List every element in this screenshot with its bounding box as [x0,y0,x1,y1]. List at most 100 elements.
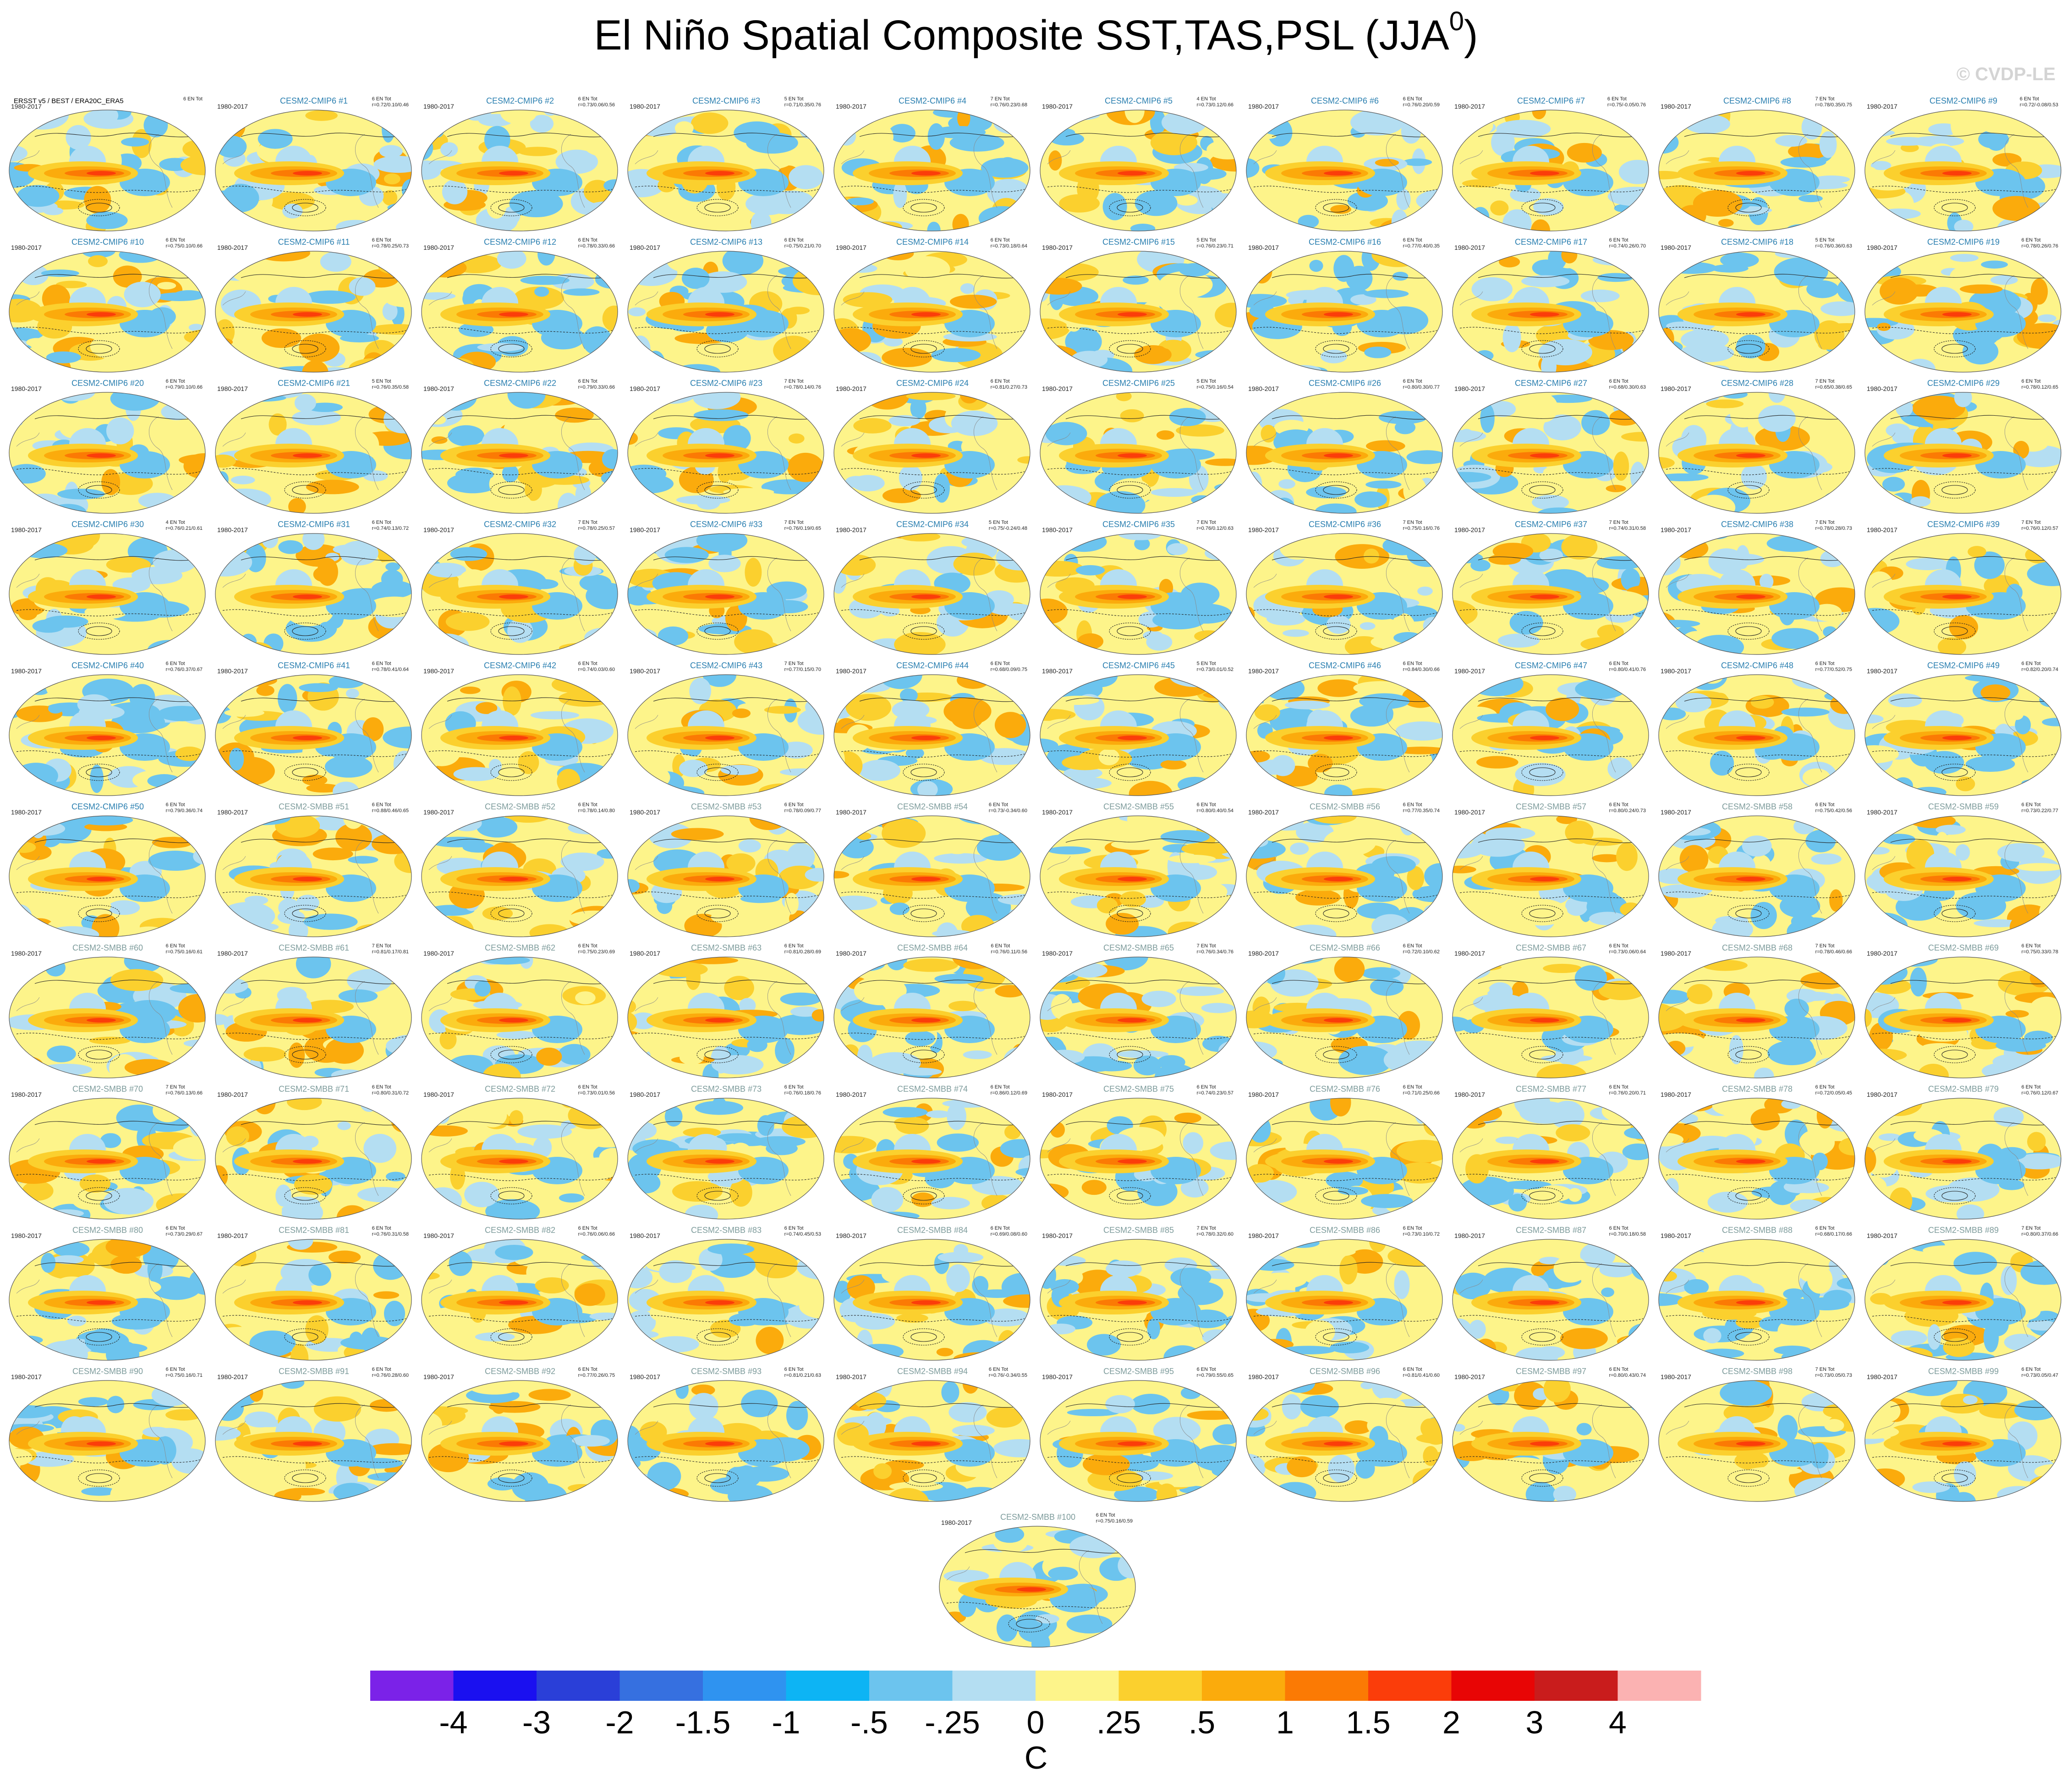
warm-anomaly [293,1441,322,1446]
map-plot [1040,674,1237,796]
anomaly-patch [1366,440,1405,452]
panel-period: 1980-2017 [1042,244,1073,251]
psl-contour [34,697,191,702]
panel-title: CESM2-SMBB #53 [691,802,762,811]
anomaly-patch [839,836,874,858]
panel-title: CESM2-SMBB #77 [1515,1084,1587,1094]
anomaly-patch [384,173,400,185]
panel-stats: 6 EN Tot r=0.75/0.10/0.66 [165,237,203,249]
anomaly-patch [1106,1260,1142,1277]
sst-field [422,1098,618,1219]
panel-title: CESM2-SMBB #90 [72,1367,143,1376]
anomaly-patch [1246,836,1268,847]
anomaly-patch [218,675,247,698]
panel-stats: 6 EN Tot r=0.75/0.21/0.70 [784,237,821,249]
anomaly-patch [1157,1055,1185,1070]
psl-contour [1934,764,1976,781]
sst-field [1040,533,1236,654]
anomaly-patch [535,1277,569,1294]
anomaly-patch [696,533,748,552]
anomaly-patch [451,816,482,831]
sst-field [628,1380,824,1501]
anomaly-patch [880,605,900,617]
psl-contour [16,468,200,475]
panel-stats: 6 EN Tot r=0.82/0.20/0.74 [2021,661,2058,672]
warm-anomaly [1736,453,1765,458]
panel-stats: 6 EN Tot r=0.73/0.06/0.56 [578,96,615,108]
warm-anomaly [1736,594,1765,599]
anomaly-patch [1200,1353,1236,1360]
anomaly-patch [278,684,297,713]
anomaly-patch [1040,561,1084,577]
anomaly-patch [1990,275,2018,285]
map-plot [1864,1239,2061,1361]
anomaly-patch [593,542,618,562]
anomaly-patch [422,1072,470,1078]
anomaly-patch [66,125,91,150]
anomaly-patch [1359,693,1410,709]
anomaly-patch [384,1301,406,1326]
anomaly-patch [1210,1248,1235,1270]
panel-stats: 6 EN Tot r=0.73/0.10/0.72 [1403,1226,1440,1237]
anomaly-patch [1371,856,1416,874]
psl-contour [1047,750,1231,758]
anomaly-patch [740,1466,789,1482]
anomaly-patch [1130,224,1156,231]
warm-anomaly [293,312,322,317]
panel-title: CESM2-SMBB #89 [1928,1226,1999,1235]
psl-contour [1117,203,1143,213]
anomaly-patch [1210,917,1236,934]
panel-stats: 6 EN Tot r=0.73/0.06/0.64 [1609,943,1646,955]
anomaly-patch [518,147,558,156]
anomaly-patch [1610,133,1639,153]
panel-title: CESM2-CMIP6 #12 [483,237,557,247]
warm-anomaly [1324,736,1353,740]
anomaly-patch [349,358,399,372]
warm-anomaly [705,453,735,458]
anomaly-patch [2026,221,2061,231]
anomaly-patch [223,675,277,687]
map-panel: 1980-2017 CESM2-SMBB #59 6 EN Tot r=0.73/0… [1860,801,2067,939]
map-plot [627,674,824,796]
psl-contour [1890,274,2047,279]
anomaly-patch [963,1050,992,1059]
psl-contour [241,697,397,702]
anomaly-patch [1246,750,1270,763]
anomaly-patch [1250,1259,1294,1271]
sst-field [628,1239,824,1360]
panel-stats: 6 EN Tot r=0.88/0.46/0.65 [372,802,409,814]
anomaly-patch [1453,600,1478,627]
anomaly-patch [79,816,133,826]
map-border [833,110,1031,231]
map-plot [1040,110,1237,231]
anomaly-patch [1532,110,1546,120]
map-panel: 1980-2017 CESM2-CMIP6 #43 7 EN Tot r=0.77/… [623,660,829,797]
coastline [1872,275,2028,349]
panel-title: CESM2-CMIP6 #4 [898,96,967,105]
anomaly-patch [1156,430,1174,440]
coastline [635,416,791,490]
map-plot [1658,815,1855,937]
anomaly-patch [948,1001,977,1012]
anomaly-patch [883,337,903,347]
anomaly-patch [1883,1252,1918,1267]
map-plot [421,392,618,514]
anomaly-patch [147,904,193,915]
anomaly-patch [1158,271,1213,299]
psl-contour [910,767,937,777]
map-border [1452,674,1649,796]
anomaly-patch [1181,842,1233,855]
anomaly-patch [1215,302,1236,328]
psl-contour [1872,609,2056,616]
anomaly-patch [1581,410,1610,435]
psl-contour [1890,415,2047,420]
anomaly-patch [1877,323,1891,331]
anomaly-patch [808,1258,824,1267]
anomaly-patch [1706,399,1744,408]
anomaly-patch [563,288,600,296]
map-panel: 1980-2017 CESM2-SMBB #94 6 EN Tot r=0.76/-… [829,1366,1036,1503]
map-border [1246,392,1443,514]
anomaly-patch [278,1452,306,1480]
warm-anomaly [1324,1300,1353,1305]
panel-period: 1980-2017 [11,385,42,392]
